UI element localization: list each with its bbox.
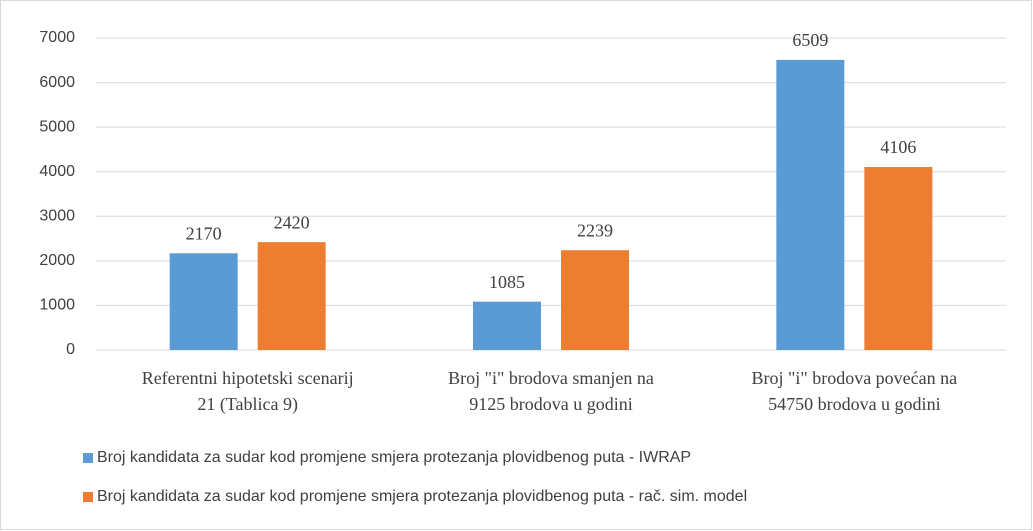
data-label: 4106: [880, 137, 916, 157]
bar: [864, 166, 933, 350]
data-label: 2239: [577, 220, 613, 240]
y-tick-label: 0: [66, 341, 75, 358]
legend-swatch: [83, 492, 93, 502]
x-tick-label: Referentni hipotetski scenarij: [142, 368, 354, 388]
x-tick-label: 54750 brodova u godini: [768, 394, 941, 414]
x-tick-label: 21 (Tablica 9): [197, 394, 298, 415]
x-tick-label: Broj "i" brodova povećan na: [752, 368, 958, 388]
x-tick-label: 9125 brodova u godini: [469, 394, 633, 414]
y-tick-label: 2000: [39, 252, 75, 269]
bar: [561, 250, 629, 350]
bar: [473, 301, 541, 350]
x-tick-label: Broj "i" brodova smanjen na: [448, 368, 654, 388]
bar: [169, 253, 238, 350]
legend-label: Broj kandidata za sudar kod promjene smj…: [97, 449, 691, 466]
y-tick-label: 1000: [39, 297, 75, 314]
data-label: 2170: [186, 223, 222, 243]
y-tick-label: 4000: [39, 163, 75, 180]
y-tick-label: 6000: [39, 74, 75, 91]
bar: [257, 242, 326, 350]
data-label: 6509: [792, 30, 828, 50]
y-tick-label: 5000: [39, 118, 75, 135]
bar: [776, 59, 845, 350]
y-tick-label: 7000: [39, 29, 75, 46]
data-label: 1085: [489, 272, 525, 292]
data-label: 2420: [274, 212, 310, 232]
y-tick-label: 3000: [39, 208, 75, 225]
legend-label: Broj kandidata za sudar kod promjene smj…: [97, 488, 747, 505]
legend-swatch: [83, 453, 93, 463]
